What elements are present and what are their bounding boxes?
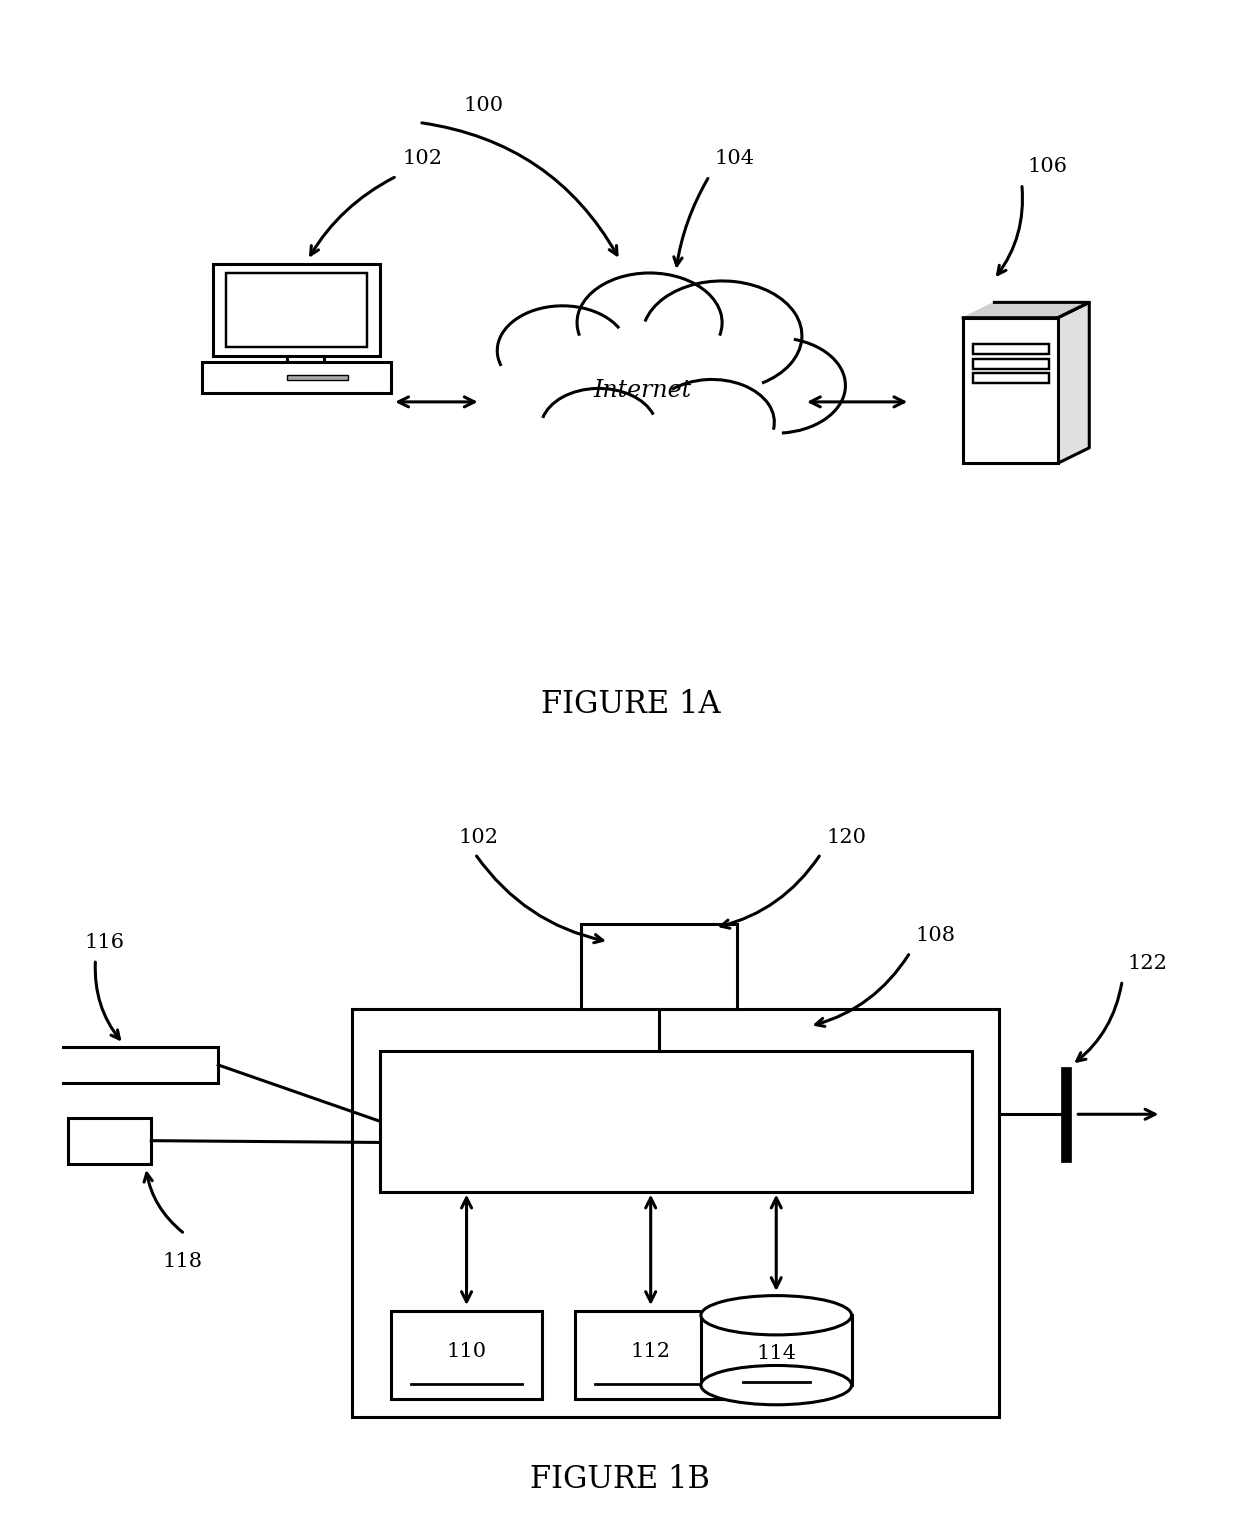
FancyBboxPatch shape bbox=[67, 1118, 151, 1164]
FancyBboxPatch shape bbox=[963, 318, 1058, 462]
Text: Internet: Internet bbox=[593, 378, 692, 403]
FancyBboxPatch shape bbox=[972, 374, 1049, 383]
FancyBboxPatch shape bbox=[701, 1295, 852, 1386]
FancyBboxPatch shape bbox=[201, 361, 392, 393]
Polygon shape bbox=[1058, 303, 1089, 462]
Polygon shape bbox=[963, 303, 1089, 318]
Text: 112: 112 bbox=[631, 1343, 671, 1361]
Text: 104: 104 bbox=[714, 150, 755, 168]
Text: 100: 100 bbox=[464, 96, 503, 115]
FancyBboxPatch shape bbox=[381, 1050, 972, 1191]
Ellipse shape bbox=[701, 1295, 852, 1335]
Text: 110: 110 bbox=[446, 1343, 486, 1361]
FancyBboxPatch shape bbox=[213, 263, 381, 355]
FancyBboxPatch shape bbox=[392, 1312, 542, 1399]
FancyBboxPatch shape bbox=[972, 358, 1049, 369]
FancyBboxPatch shape bbox=[226, 273, 367, 348]
FancyBboxPatch shape bbox=[40, 1047, 218, 1082]
Text: FIGURE 1A: FIGURE 1A bbox=[542, 689, 720, 720]
Text: 114: 114 bbox=[756, 1344, 796, 1363]
FancyBboxPatch shape bbox=[575, 1312, 727, 1399]
Text: 118: 118 bbox=[162, 1251, 202, 1271]
Text: 116: 116 bbox=[84, 934, 124, 952]
Polygon shape bbox=[497, 273, 846, 433]
Text: 108: 108 bbox=[915, 926, 956, 945]
Text: 120: 120 bbox=[826, 828, 867, 847]
Text: 102: 102 bbox=[402, 150, 443, 168]
Ellipse shape bbox=[701, 1366, 852, 1405]
Text: FIGURE 1B: FIGURE 1B bbox=[529, 1464, 711, 1494]
FancyBboxPatch shape bbox=[352, 1009, 999, 1418]
FancyBboxPatch shape bbox=[972, 344, 1049, 354]
Text: 106: 106 bbox=[1028, 158, 1068, 176]
Text: 122: 122 bbox=[1128, 954, 1168, 974]
Text: 102: 102 bbox=[459, 828, 498, 847]
FancyBboxPatch shape bbox=[286, 375, 348, 380]
FancyBboxPatch shape bbox=[580, 925, 737, 1009]
